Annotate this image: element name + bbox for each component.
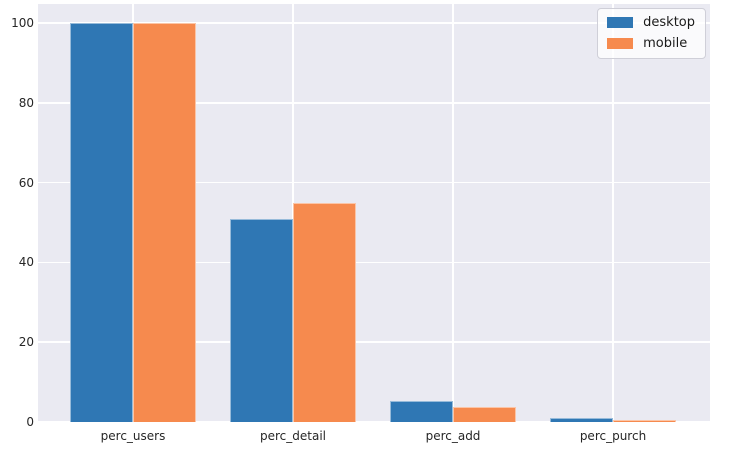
legend-label: mobile	[643, 35, 688, 51]
legend-row: desktop	[607, 15, 695, 31]
y-axis: 0 20 40 60 80 100	[0, 0, 34, 450]
y-tick-label: 60	[18, 175, 34, 190]
x-tick-label: perc_add	[425, 429, 481, 443]
legend-row: mobile	[607, 36, 695, 52]
gridline-h	[38, 341, 710, 343]
bar-desktop-perc_add	[390, 400, 453, 422]
gridline-h	[38, 102, 710, 104]
bar-mobile-perc_purch	[613, 420, 676, 422]
bar-mobile-perc_add	[453, 406, 516, 422]
x-tick-label: perc_purch	[579, 429, 647, 443]
gridline-h	[38, 22, 710, 24]
gridline-v	[452, 4, 454, 422]
gridline-h	[38, 421, 710, 422]
plot-area	[38, 4, 710, 422]
bar-mobile-perc_detail	[293, 203, 356, 422]
y-tick-label: 100	[11, 16, 34, 31]
y-tick-label: 0	[26, 415, 34, 429]
bar-mobile-perc_users	[133, 23, 196, 422]
bar-desktop-perc_detail	[230, 218, 293, 422]
y-tick-label: 80	[18, 95, 34, 110]
legend-label: desktop	[643, 15, 695, 30]
y-tick-label: 20	[18, 335, 34, 350]
gridline-h	[38, 261, 710, 264]
legend-swatch-mobile	[607, 37, 634, 49]
legend-swatch-desktop	[607, 17, 634, 29]
gridline-h	[38, 181, 710, 184]
legend: desktop mobile	[597, 8, 706, 60]
x-tick-label: perc_detail	[260, 429, 326, 443]
bar-desktop-perc_users	[70, 23, 133, 422]
x-tick-label: perc_users	[100, 429, 166, 443]
y-tick-label: 40	[18, 255, 34, 270]
gridline-v	[612, 4, 614, 422]
bar-desktop-perc_purch	[550, 418, 613, 422]
